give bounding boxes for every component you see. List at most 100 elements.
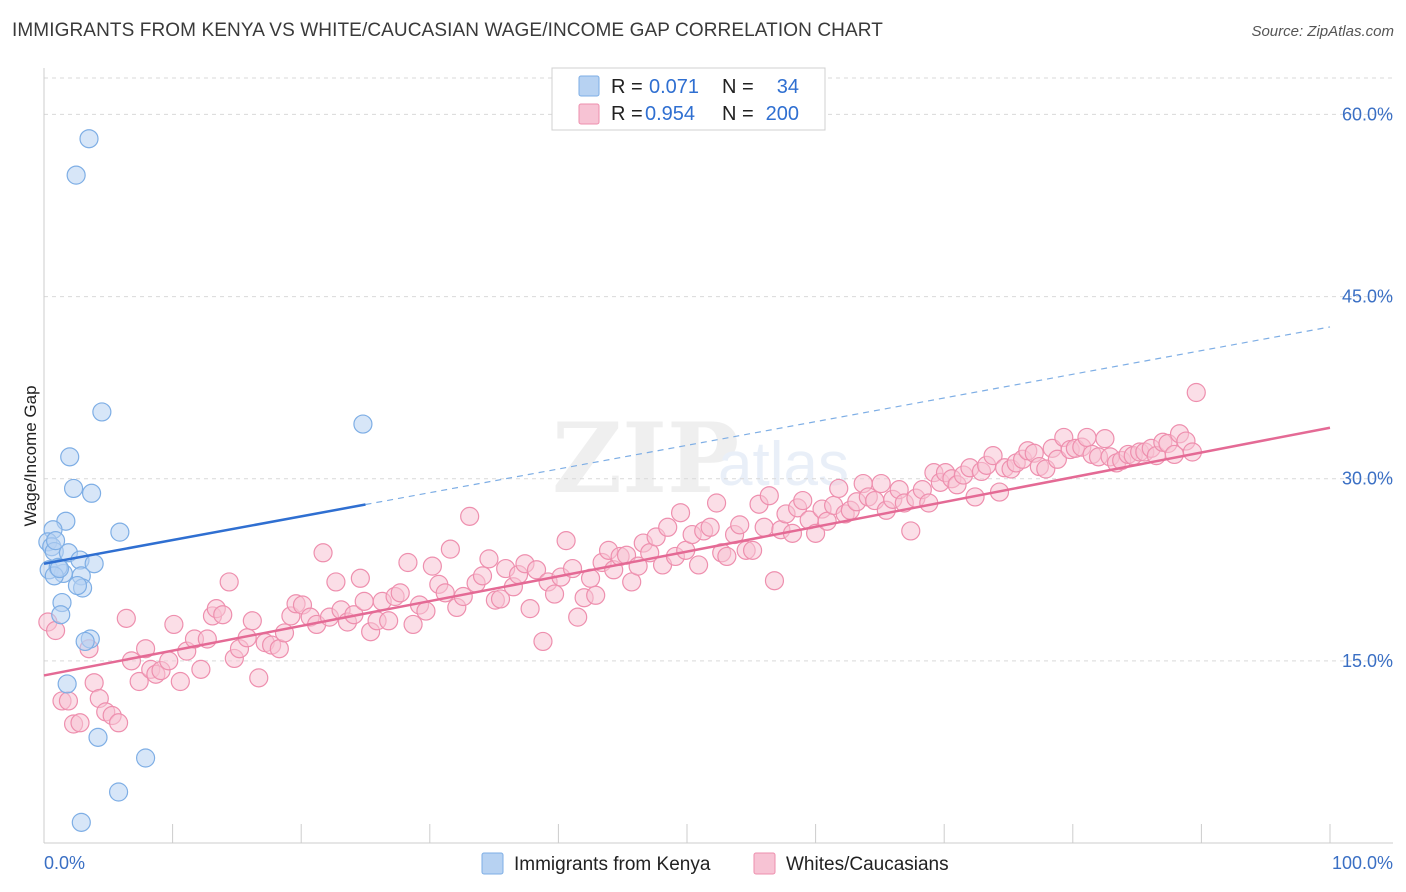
- x-tick-label-min: 0.0%: [44, 853, 85, 873]
- data-point: [51, 605, 71, 625]
- chart-title: IMMIGRANTS FROM KENYA VS WHITE/CAUCASIAN…: [12, 20, 883, 41]
- series-immigrants-from-kenya: [38, 129, 373, 832]
- data-point: [398, 552, 418, 573]
- data-point: [586, 585, 606, 605]
- data-point: [742, 540, 763, 560]
- data-point: [108, 782, 129, 802]
- data-point: [700, 517, 720, 537]
- x-tick-label-max: 100.0%: [1332, 853, 1393, 873]
- legend-label-immigrants-from-kenya[interactable]: Immigrants from Kenya: [514, 854, 711, 875]
- y-tick-label: 30.0%: [1342, 469, 1393, 489]
- legend-n-value-kenya: 34: [777, 76, 799, 98]
- legend-r-value-whites: 0.954: [645, 103, 695, 125]
- y-axis-title: Wage/Income Gap: [21, 385, 40, 526]
- data-point: [164, 614, 184, 635]
- data-point: [472, 566, 493, 586]
- legend-label-whites-caucasians[interactable]: Whites/Caucasians: [786, 854, 949, 875]
- trend-lines: [43, 326, 1331, 677]
- data-point: [688, 555, 709, 575]
- data-point: [440, 539, 460, 559]
- data-point: [416, 601, 436, 621]
- data-point: [129, 671, 149, 692]
- data-point: [730, 515, 750, 535]
- data-point: [79, 129, 99, 149]
- data-point: [108, 713, 129, 733]
- data-point: [88, 727, 108, 747]
- data-point: [379, 611, 399, 631]
- data-point: [326, 572, 346, 592]
- watermark-zip: ZIP: [552, 402, 739, 515]
- data-point: [242, 611, 262, 631]
- data-point: [191, 659, 211, 679]
- data-point: [353, 414, 373, 434]
- data-point: [1186, 382, 1206, 403]
- watermark: ZIP atlas: [552, 402, 849, 515]
- data-point: [490, 589, 511, 609]
- data-point: [57, 674, 77, 694]
- series-legend: Immigrants from Kenya Whites/Caucasians: [481, 852, 949, 875]
- data-point: [249, 668, 269, 688]
- data-point: [70, 713, 90, 733]
- data-point: [49, 558, 70, 579]
- y-tick-label: 15.0%: [1342, 651, 1393, 671]
- data-point: [116, 608, 136, 628]
- data-point: [568, 607, 588, 627]
- data-point: [670, 503, 691, 523]
- legend-swatch-whites: [578, 103, 600, 125]
- data-point: [706, 493, 727, 513]
- trend-line-kenya-solid: [43, 503, 366, 565]
- data-point: [793, 490, 813, 511]
- trend-line-kenya-dashed: [365, 326, 1331, 506]
- data-point: [67, 575, 88, 596]
- legend-r-label: R =: [611, 103, 643, 125]
- legend-n-value-whites: 200: [766, 103, 799, 125]
- y-tick-label: 45.0%: [1342, 287, 1393, 307]
- data-point: [58, 691, 79, 711]
- series-whites-caucasians: [38, 382, 1206, 734]
- data-point: [871, 473, 891, 494]
- correlation-legend: R = 0.071 N = 34 R = 0.954 N = 200: [551, 67, 826, 131]
- data-point: [354, 591, 374, 611]
- data-point: [759, 486, 779, 506]
- data-point: [159, 651, 179, 671]
- data-point: [135, 748, 156, 768]
- data-point: [520, 599, 540, 619]
- data-point: [1077, 427, 1097, 448]
- data-point: [75, 631, 95, 652]
- data-point: [544, 584, 565, 604]
- legend-r-label: R =: [611, 76, 643, 98]
- data-point: [71, 812, 91, 832]
- legend-r-value-kenya: 0.071: [649, 76, 699, 98]
- gridlines: [44, 77, 1393, 662]
- data-point: [170, 671, 190, 692]
- data-point: [754, 517, 774, 537]
- axes: [43, 68, 1393, 844]
- data-point: [390, 583, 410, 603]
- watermark-atlas: atlas: [718, 430, 849, 499]
- source-credit: Source: ZipAtlas.com: [1251, 23, 1394, 40]
- data-point: [213, 605, 233, 625]
- data-point: [45, 531, 66, 551]
- legend-swatch-whites-caucasians[interactable]: [753, 852, 776, 875]
- data-point: [479, 549, 499, 569]
- legend-swatch-immigrants-from-kenya[interactable]: [481, 852, 504, 875]
- data-point: [1095, 429, 1115, 449]
- data-point: [135, 639, 156, 659]
- legend-n-label: N =: [722, 103, 754, 125]
- data-point: [717, 546, 737, 567]
- data-point: [92, 402, 112, 422]
- data-point: [66, 165, 86, 185]
- data-point: [1047, 449, 1067, 469]
- data-point: [60, 447, 80, 467]
- data-point: [219, 572, 239, 592]
- data-point: [829, 478, 849, 499]
- data-point: [81, 483, 102, 503]
- data-point: [460, 506, 480, 526]
- data-point: [658, 517, 678, 537]
- data-point: [901, 521, 921, 541]
- data-point: [350, 568, 370, 588]
- data-point: [63, 478, 84, 499]
- legend-n-label: N =: [722, 76, 754, 98]
- trend-line-whites-caucasians: [43, 426, 1331, 677]
